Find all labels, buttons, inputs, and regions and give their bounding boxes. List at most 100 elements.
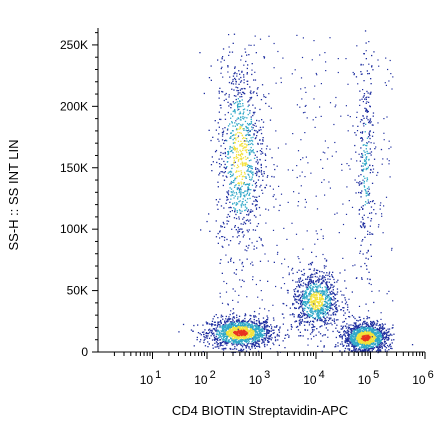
event-dot [353,329,356,332]
event-dot [302,248,304,250]
event-dot [246,73,248,75]
event-dot [367,341,369,343]
event-dot [364,236,366,238]
event-dot [243,324,246,326]
event-dot [236,89,238,92]
event-dot [332,292,334,294]
event-dot [224,343,226,345]
event-dot [368,192,371,194]
event-dot [258,325,260,327]
event-dot [227,261,229,263]
event-dot [383,331,385,333]
event-dot [368,96,370,98]
event-dot [182,323,185,326]
event-dot [353,333,355,336]
event-dot [370,283,372,286]
event-dot [351,314,353,317]
event-dot [246,338,248,340]
event-dot [217,317,219,319]
event-dot [239,100,241,102]
event-dot [252,104,254,106]
event-dot [231,333,233,335]
event-dot [231,331,233,333]
event-dot [220,322,222,324]
event-dot [234,328,237,330]
event-dot [367,348,370,350]
event-dot [238,113,240,115]
event-dot [291,267,294,270]
event-dot [341,343,343,345]
event-dot [260,333,262,335]
event-dot [331,293,333,295]
event-dot [358,328,360,330]
event-dot [379,330,381,332]
event-dot [226,166,228,168]
event-dot [246,157,249,159]
event-dot [368,326,370,329]
event-dot [234,326,236,329]
event-dot [241,322,243,324]
event-dot [360,265,362,268]
event-dot [309,277,311,279]
event-dot [232,327,234,330]
event-dot [223,207,225,209]
event-dot [260,332,262,334]
event-dot [359,341,361,343]
event-dot [341,341,343,343]
event-dot [380,342,382,344]
event-dot [204,329,206,331]
event-dot [311,294,313,296]
event-dot [358,348,360,350]
event-dot [295,307,297,309]
event-dot [225,328,227,330]
event-dot [312,324,314,326]
event-dot [235,331,237,333]
event-dot [242,147,244,150]
event-dot [232,342,235,344]
event-dot [365,265,368,267]
event-dot [310,264,312,266]
event-dot [303,324,306,326]
event-dot [284,258,286,260]
event-dot [241,135,244,137]
event-dot [244,223,247,225]
event-dot [237,226,239,229]
event-dot [238,235,240,237]
event-dot [230,324,233,327]
event-dot [339,272,341,274]
event-dot [243,326,245,329]
event-dot [314,296,317,298]
event-dot [236,211,238,213]
event-dot [353,330,356,332]
event-dot [365,98,367,101]
event-dot [269,185,271,187]
event-dot [368,337,370,339]
event-dot [364,225,366,227]
event-dot [281,263,283,265]
event-dot [318,331,320,333]
event-dot [229,51,231,53]
event-dot [318,308,320,310]
event-dot [246,334,248,336]
event-dot [335,319,338,321]
event-dot [366,345,368,347]
event-dot [326,294,329,296]
event-dot [228,323,230,326]
event-dot [236,338,238,340]
event-dot [240,140,242,142]
event-dot [253,214,256,217]
event-dot [237,334,240,336]
event-dot [354,328,357,330]
event-dot [365,346,367,348]
event-dot [242,157,245,159]
event-dot [346,309,349,311]
event-dot [332,276,334,278]
event-dot [364,131,366,133]
event-dot [287,329,289,331]
event-dot [244,140,247,142]
event-dot [240,344,242,346]
event-dot [240,286,242,288]
event-dot [317,286,319,288]
event-dot [238,128,240,130]
event-dot [305,284,307,286]
